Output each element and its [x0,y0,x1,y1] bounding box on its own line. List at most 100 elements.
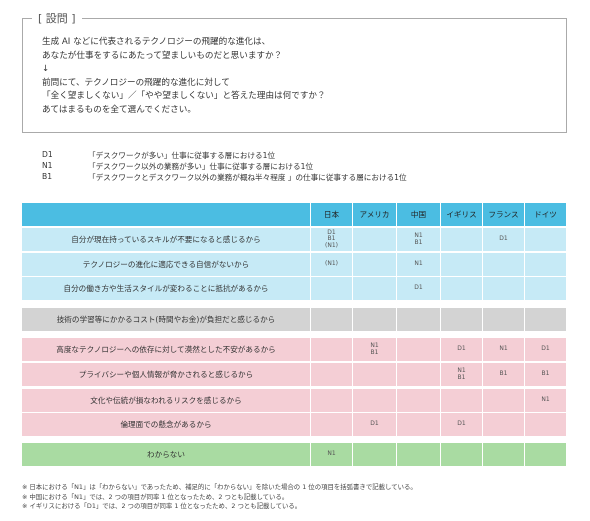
cell [311,338,353,361]
cell [353,389,397,412]
legend-code: D1 [42,150,53,159]
row-label: わからない [22,443,311,466]
row-label: 高度なテクノロジーへの依存に対して漠然とした不安があるから [22,338,311,361]
row-label: 倫理面での懸念があるから [22,413,311,436]
cell [483,253,525,276]
cell [353,277,397,300]
cell [397,389,441,412]
cell [441,253,483,276]
cell [441,308,483,331]
cell-mark: D1 [499,235,508,243]
footnote: ※ 中国における「N1」では、2 つの項目が同率 1 位となったため、2 つとも… [22,492,289,501]
cell-mark: N1 [499,345,508,353]
cell [483,308,525,331]
cell: N1 B1 [397,228,441,251]
row-label: プライバシーや個人情報が脅かされると感じるから [22,363,311,386]
cell-mark: D1 [370,420,379,428]
row-label: 自分が現在持っているスキルが不要になると感じるから [22,228,311,251]
cell [311,277,353,300]
cell: N1 [483,338,525,361]
question-line: 前問にて、テクノロジーの飛躍的な進化に対して [42,77,230,88]
column-header: フランス [483,203,525,226]
question-line: あなたが仕事をするにあたって望ましいものだと思いますか？ [42,50,283,61]
cell-mark: D1 [457,345,466,353]
cell: D1 [525,338,567,361]
cell [483,413,525,436]
cell: (N1) [311,253,353,276]
column-header: アメリカ [353,203,397,226]
cell: D1 B1 (N1) [311,228,353,251]
cell: D1 [441,338,483,361]
question-line: ↓ [42,64,50,75]
cell: D1 [353,413,397,436]
cell [525,277,567,300]
legend-code: N1 [42,161,53,170]
cell [483,389,525,412]
question-box [22,18,567,133]
cell [525,228,567,251]
cell [525,253,567,276]
column-header: 日本 [311,203,353,226]
cell: D1 [483,228,525,251]
cell-mark: D1 [457,420,466,428]
cell-mark: B1 [457,373,466,381]
cell-mark: N1 [541,396,550,404]
legend-code: B1 [42,172,53,181]
cell-mark: B1 [370,348,379,356]
cell-mark: (N1) [325,260,338,268]
column-header: ドイツ [525,203,567,226]
legend-text: 「デスクワークとデスクワーク以外の業務が概ね半々程度 」の仕事に従事する層におけ… [88,173,407,182]
cell: D1 [441,413,483,436]
legend-text: 「デスクワーク以外の業務が多い」仕事に従事する層における1位 [88,162,314,171]
cell [397,443,441,466]
cell [311,389,353,412]
question-line: 「全く望ましくない」／「やや望ましくない」と答えた理由は何ですか？ [42,91,326,102]
cell-mark: D1 [541,345,550,353]
cell [525,413,567,436]
cell-mark: N1 [327,450,336,458]
cell-mark: N1 [457,366,466,374]
column-header: 中国 [397,203,441,226]
cell: N1 [525,389,567,412]
footnote: ※ 日本における「N1」は「わからない」であったため、補足的に「わからない」を除… [22,483,417,491]
header-row [22,203,311,226]
cell [353,253,397,276]
footnote: ※ イギリスにおける「D1」では、2 つの項目が同率 1 位となったため、2 つ… [22,502,302,510]
cell [311,413,353,436]
cell: B1 [525,363,567,386]
cell-mark: B1 [327,235,336,243]
cell [397,308,441,331]
cell-mark: B1 [499,370,508,378]
cell-mark: D1 [414,284,423,292]
cell: D1 [397,277,441,300]
legend-text: 「デスクワークが多い」仕事に従事する層における1位 [88,151,276,160]
cell [353,308,397,331]
cell: N1 [311,443,353,466]
cell [397,413,441,436]
cell [353,363,397,386]
row-label: 文化や伝統が損なわれるリスクを感じるから [22,389,311,412]
cell: N1 B1 [353,338,397,361]
cell [441,277,483,300]
cell [483,443,525,466]
cell-mark: N1 [414,260,423,268]
cell-mark: B1 [414,238,423,246]
row-label: 自分の働き方や生活スタイルが変わることに抵抗があるから [22,277,311,300]
cell [397,363,441,386]
cell [441,389,483,412]
cell: N1 B1 [441,363,483,386]
cell: N1 [397,253,441,276]
cell [525,308,567,331]
cell [311,308,353,331]
cell-mark: (N1) [325,241,338,249]
cell: B1 [483,363,525,386]
cell [311,363,353,386]
cell [441,228,483,251]
cell [353,228,397,251]
cell-mark: N1 [414,231,423,239]
row-label: テクノロジーの進化に適応できる自信がないから [22,253,311,276]
cell-mark: D1 [327,228,336,236]
question-line: あてはまるものを全て選んでください。 [42,105,196,115]
row-label: 技術の学習等にかかるコスト(時間やお金)が負担だと感じるから [22,308,311,331]
